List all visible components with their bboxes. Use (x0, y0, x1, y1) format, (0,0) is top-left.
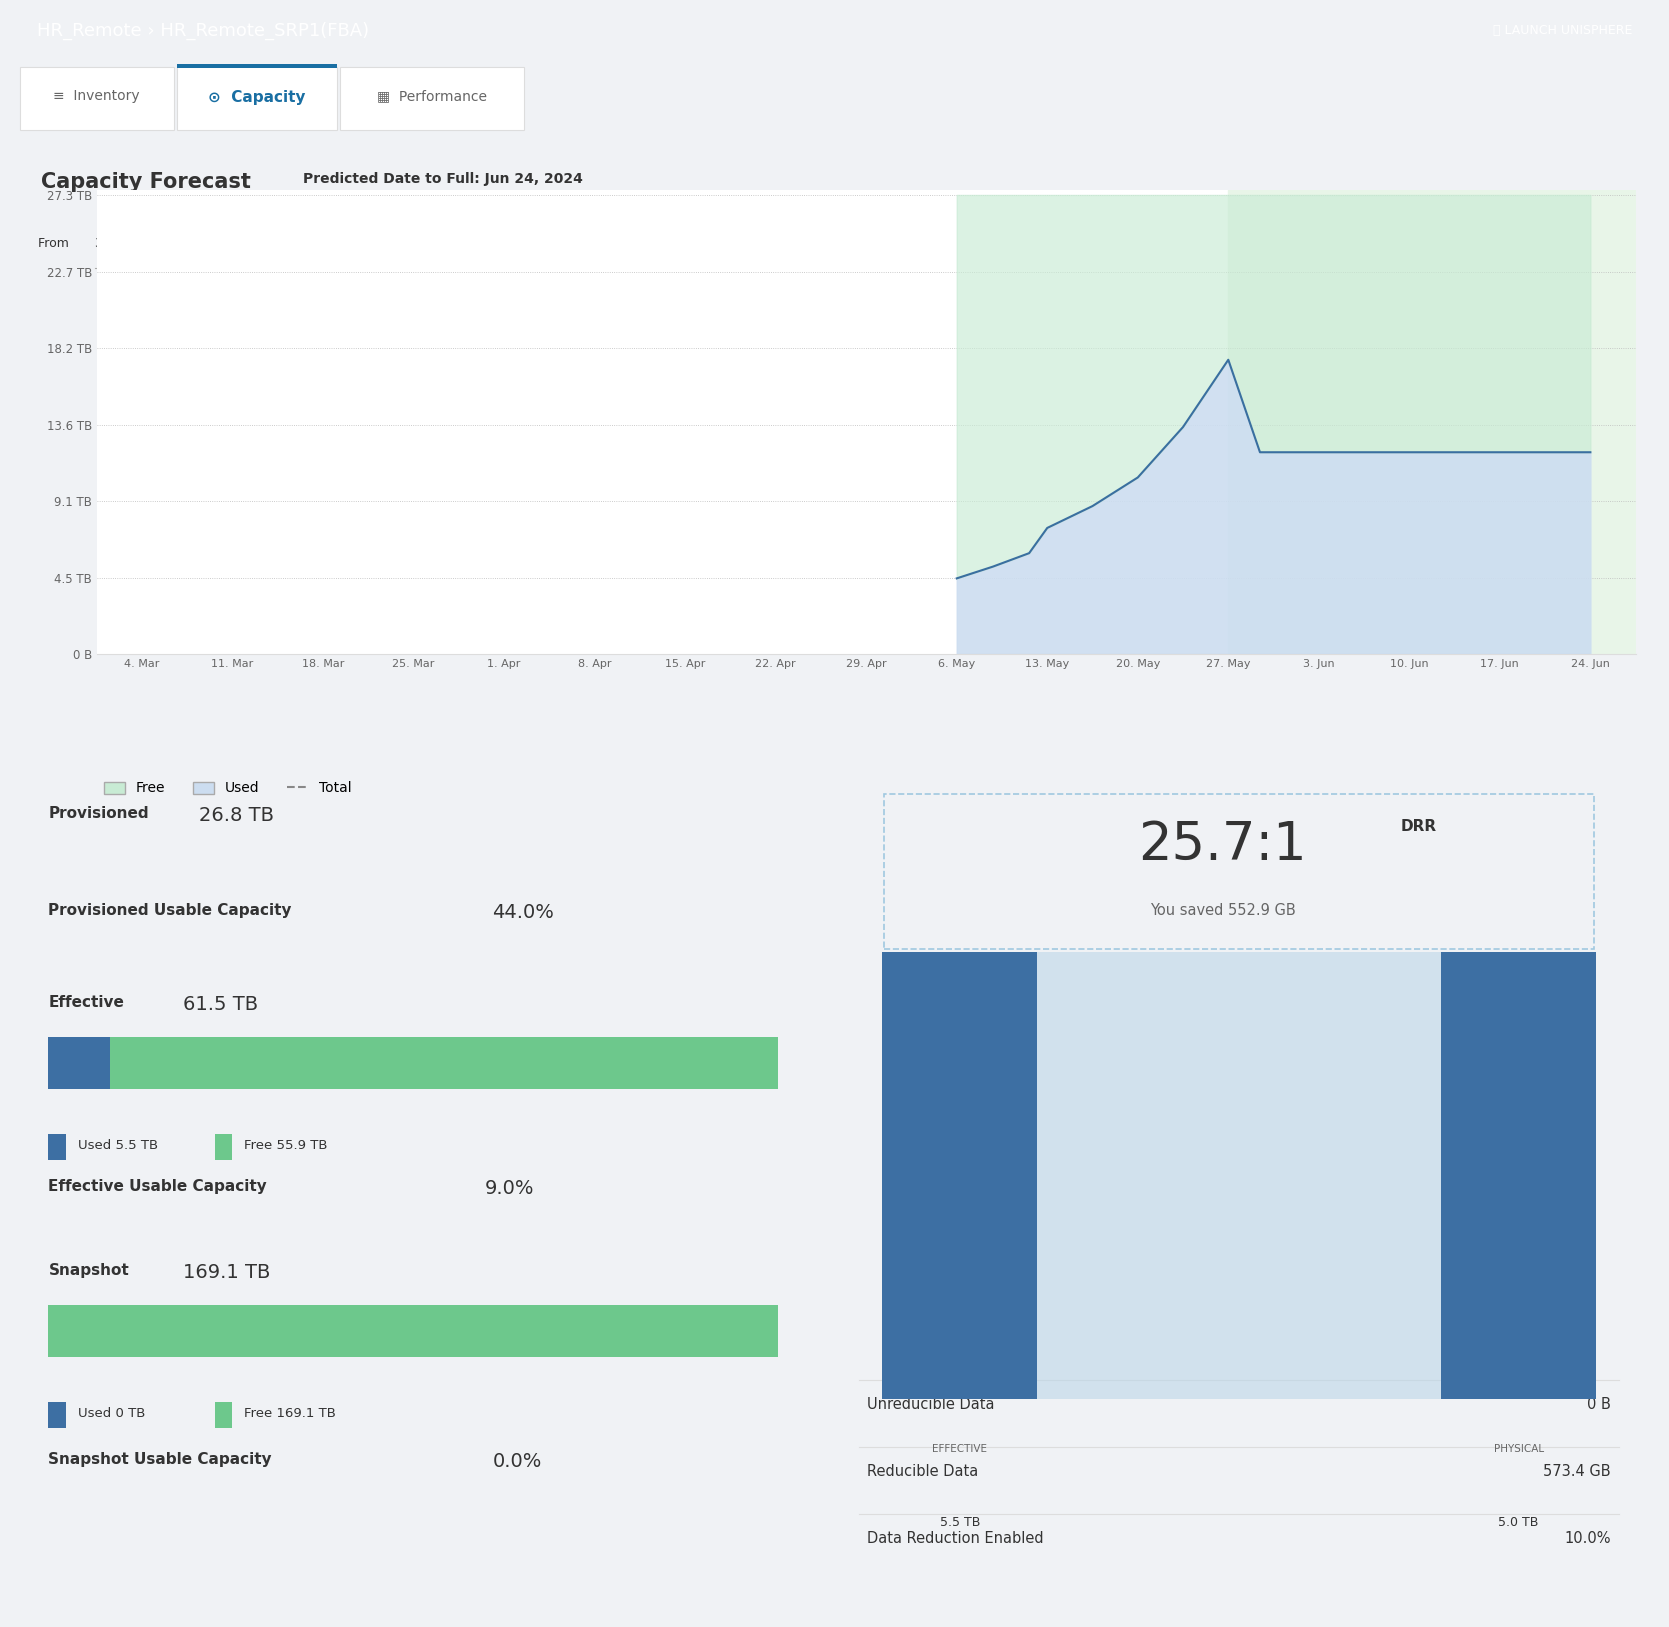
Text: Free 55.9 TB: Free 55.9 TB (244, 1139, 327, 1152)
Bar (215, 1134, 232, 1160)
Text: ⧉ LAUNCH UNISPHERE: ⧉ LAUNCH UNISPHERE (1492, 24, 1632, 37)
Text: DRR: DRR (1400, 818, 1437, 835)
Bar (1440, 952, 1596, 1399)
Text: 0.0%: 0.0% (492, 1451, 542, 1471)
Bar (48, 1305, 778, 1357)
Text: ▦  Performance: ▦ Performance (377, 89, 487, 103)
Text: Predicted Date to Full: Jun 24, 2024: Predicted Date to Full: Jun 24, 2024 (302, 172, 582, 187)
Bar (1228, 190, 1636, 654)
Text: Snapshot Usable Capacity: Snapshot Usable Capacity (48, 1451, 272, 1466)
Text: Used 0 TB: Used 0 TB (78, 1407, 145, 1420)
Text: EFFECTIVE: EFFECTIVE (933, 1445, 988, 1455)
Text: Unreducible Data: Unreducible Data (868, 1398, 995, 1412)
Text: Snapshot: Snapshot (48, 1263, 129, 1277)
Text: 3 months ago: 3 months ago (95, 238, 182, 251)
Text: 10.0%: 10.0% (1564, 1531, 1611, 1546)
Bar (177, 67, 337, 130)
Text: Effective Usable Capacity: Effective Usable Capacity (48, 1180, 267, 1194)
Text: Reducible Data: Reducible Data (868, 1464, 978, 1479)
Text: PHYSICAL: PHYSICAL (1494, 1445, 1544, 1455)
Bar (48, 1036, 110, 1088)
Bar (48, 1134, 65, 1160)
Text: Capacity Forecast: Capacity Forecast (42, 172, 250, 192)
Text: 44.0%: 44.0% (492, 903, 554, 923)
Text: Free 169.1 TB: Free 169.1 TB (244, 1407, 335, 1420)
Text: Data Reduction Enabled: Data Reduction Enabled (868, 1531, 1045, 1546)
Text: Today: Today (417, 238, 454, 251)
Text: Actual Growth per Month: Actual Growth per Month (834, 238, 1011, 251)
Legend: Free, Used, Total: Free, Used, Total (103, 781, 352, 796)
Bar (215, 1402, 232, 1429)
Text: From: From (38, 238, 77, 251)
Text: 5.5 TB: 5.5 TB (940, 1516, 980, 1528)
Bar (1038, 952, 1440, 1399)
Bar (177, 63, 337, 68)
Text: You saved 552.9 GB: You saved 552.9 GB (1150, 903, 1295, 918)
Text: Effective: Effective (48, 994, 124, 1010)
Text: 5.0 TB: 5.0 TB (1499, 1516, 1539, 1528)
Text: (0 B) 0.0 % of Total: (0 B) 0.0 % of Total (1153, 238, 1273, 251)
Text: 169.1 TB: 169.1 TB (184, 1263, 270, 1282)
Text: Provisioned: Provisioned (48, 807, 149, 822)
Text: 25.7:1: 25.7:1 (1138, 818, 1307, 870)
Text: Provisioned Usable Capacity: Provisioned Usable Capacity (48, 903, 292, 918)
Text: To: To (369, 238, 389, 251)
Text: 573.4 GB: 573.4 GB (1544, 1464, 1611, 1479)
Text: 26.8 TB: 26.8 TB (199, 807, 274, 825)
Text: ≡  Inventory: ≡ Inventory (53, 89, 140, 103)
Bar (340, 67, 524, 130)
Text: Used 5.5 TB: Used 5.5 TB (78, 1139, 159, 1152)
Bar (110, 1036, 778, 1088)
Bar (883, 952, 1038, 1399)
Bar (20, 67, 174, 130)
Text: ⊙  Capacity: ⊙ Capacity (209, 89, 305, 106)
Bar (48, 1402, 65, 1429)
Text: 0 B: 0 B (1587, 1398, 1611, 1412)
Text: HR_Remote › HR_Remote_SRP1(FBA): HR_Remote › HR_Remote_SRP1(FBA) (37, 21, 369, 41)
Text: 61.5 TB: 61.5 TB (184, 994, 259, 1014)
Text: 9.0%: 9.0% (484, 1180, 534, 1197)
